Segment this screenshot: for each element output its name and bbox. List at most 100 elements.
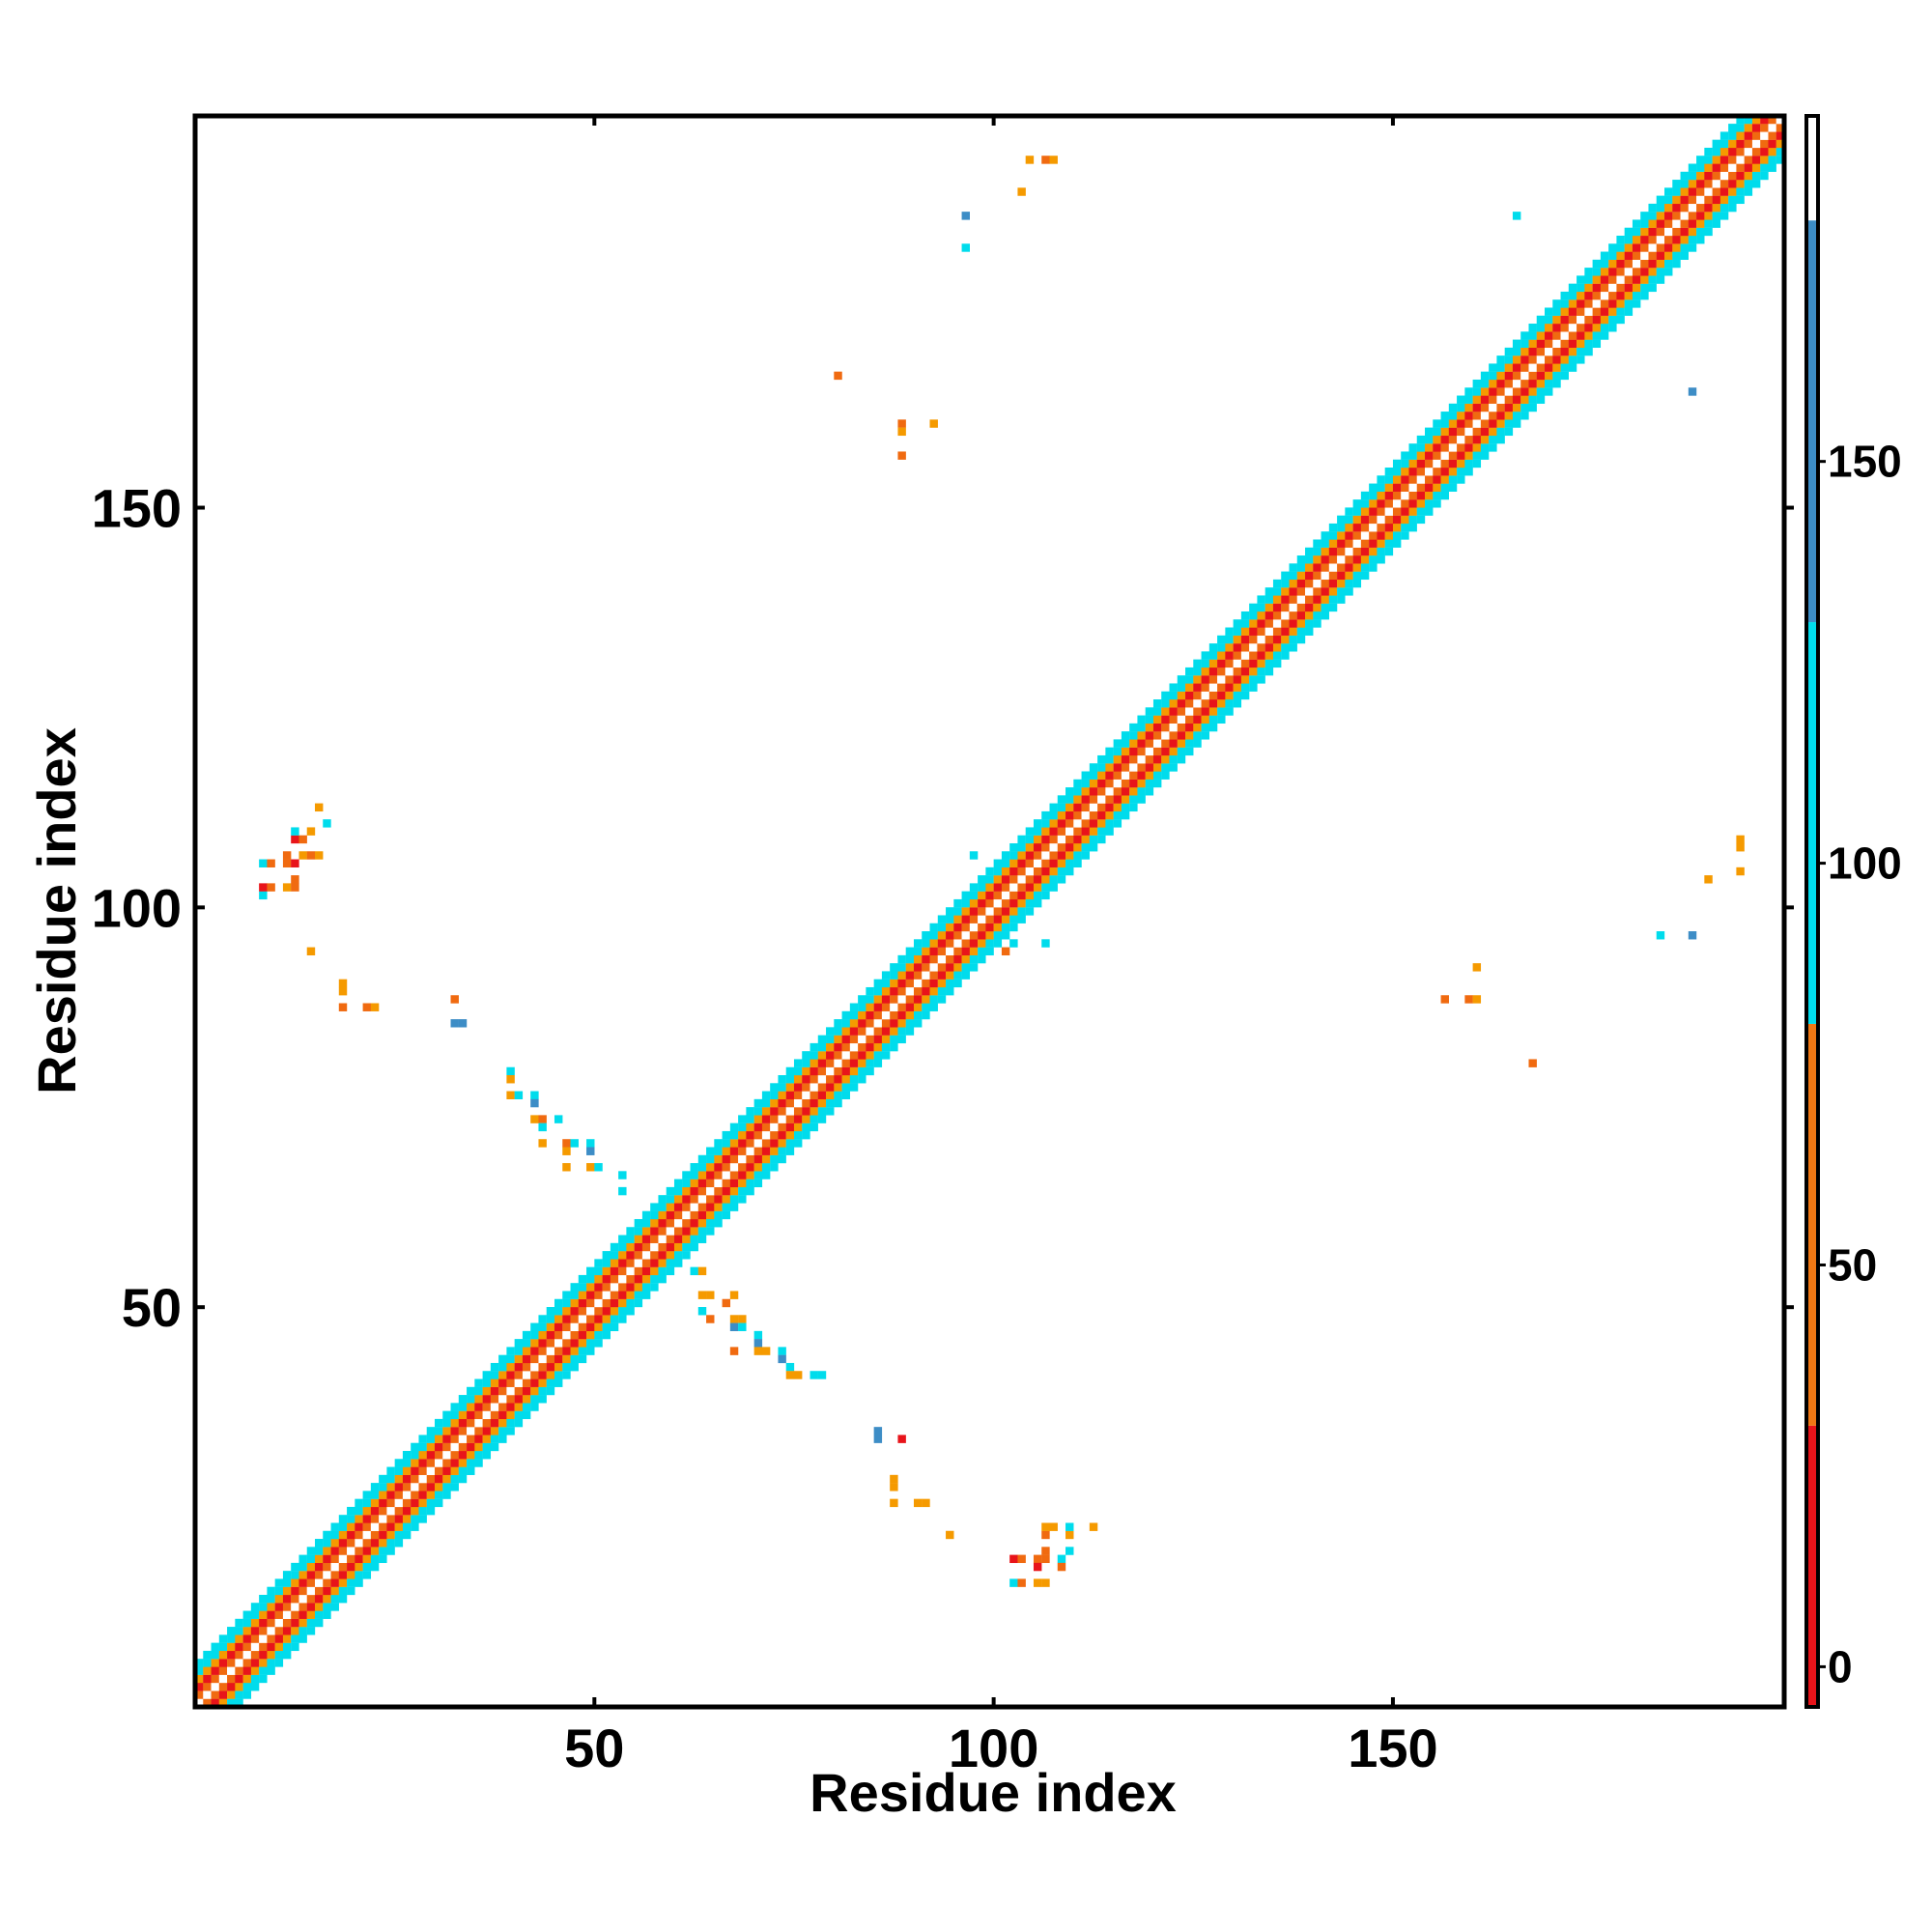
heatmap-cell xyxy=(969,907,979,916)
heatmap-cell xyxy=(1528,395,1537,404)
heatmap-cell xyxy=(1545,363,1553,372)
heatmap-cell xyxy=(1121,747,1130,756)
heatmap-cell xyxy=(1272,635,1282,644)
heatmap-cell xyxy=(1049,1522,1058,1531)
heatmap-cell xyxy=(1217,635,1226,644)
colorbar-band xyxy=(1806,116,1818,221)
heatmap-cell xyxy=(1121,795,1130,804)
heatmap-cell xyxy=(1193,667,1202,676)
heatmap-cell xyxy=(946,907,954,916)
heatmap-cell xyxy=(242,1659,252,1667)
heatmap-cell xyxy=(1328,531,1338,540)
heatmap-cell xyxy=(291,1562,299,1572)
heatmap-cell xyxy=(1680,180,1689,188)
heatmap-cell xyxy=(1041,875,1050,884)
heatmap-cell xyxy=(1105,803,1114,812)
heatmap-cell xyxy=(1552,324,1561,332)
heatmap-cell xyxy=(402,1466,412,1475)
heatmap-cell xyxy=(618,1235,627,1243)
heatmap-cell xyxy=(946,947,954,956)
heatmap-cell xyxy=(195,1659,204,1667)
heatmap-cell xyxy=(467,1442,475,1452)
heatmap-cell xyxy=(426,1427,436,1435)
heatmap-cell xyxy=(1272,651,1282,660)
heatmap-cell xyxy=(242,1674,252,1684)
heatmap-cell xyxy=(826,1098,835,1108)
heatmap-cell xyxy=(546,1378,555,1387)
heatmap-cell xyxy=(1121,763,1130,772)
heatmap-cell xyxy=(338,1003,348,1011)
heatmap-cell xyxy=(1161,771,1170,780)
heatmap-cell xyxy=(1041,810,1050,820)
heatmap-cell xyxy=(514,1410,524,1420)
heatmap-cell xyxy=(1249,635,1258,644)
heatmap-cell xyxy=(985,931,994,940)
heatmap-cell xyxy=(1233,699,1242,708)
heatmap-cell xyxy=(1009,867,1018,876)
heatmap-cell xyxy=(1105,747,1114,756)
heatmap-cell xyxy=(826,1107,835,1116)
heatmap-cell xyxy=(738,1154,747,1164)
heatmap-cell xyxy=(922,963,930,972)
heatmap-cell xyxy=(1457,475,1465,484)
heatmap-cell xyxy=(418,1435,427,1443)
heatmap-cell xyxy=(379,1483,387,1492)
heatmap-cell xyxy=(458,1403,468,1411)
heatmap-cell xyxy=(1264,587,1274,596)
heatmap-cell xyxy=(1408,515,1417,525)
heatmap-cell xyxy=(1337,515,1346,525)
heatmap-cell xyxy=(323,1554,331,1564)
heatmap-cell xyxy=(1600,275,1609,284)
heatmap-cell xyxy=(666,1195,675,1204)
heatmap-cell xyxy=(1536,339,1546,349)
heatmap-cell xyxy=(969,939,979,948)
heatmap-cell xyxy=(1097,803,1106,812)
heatmap-cell xyxy=(1656,268,1665,276)
heatmap-cell xyxy=(1464,403,1473,412)
heatmap-cell xyxy=(1360,499,1370,508)
heatmap-cell xyxy=(1624,291,1634,300)
heatmap-cell xyxy=(746,1179,754,1188)
heatmap-cell xyxy=(1289,587,1297,596)
heatmap-cell xyxy=(1208,691,1218,700)
heatmap-cell xyxy=(602,1291,611,1299)
heatmap-cell xyxy=(498,1410,507,1420)
heatmap-cell xyxy=(849,1003,859,1011)
heatmap-cell xyxy=(1584,307,1593,316)
heatmap-cell xyxy=(1656,275,1665,284)
heatmap-cell xyxy=(1257,603,1265,612)
heatmap-cell xyxy=(641,1266,651,1276)
heatmap-cell xyxy=(650,1283,659,1292)
heatmap-cell xyxy=(1129,763,1138,772)
heatmap-cell xyxy=(841,1091,850,1099)
heatmap-cell xyxy=(1719,163,1729,172)
heatmap-cell xyxy=(969,954,979,964)
heatmap-cell xyxy=(1392,507,1402,516)
heatmap-cell xyxy=(993,883,1003,892)
heatmap-cell xyxy=(817,1107,827,1116)
heatmap-cell xyxy=(1208,723,1218,732)
heatmap-cell xyxy=(1272,587,1282,596)
heatmap-cell xyxy=(1464,412,1473,420)
heatmap-cell xyxy=(785,1075,795,1084)
heatmap-cell xyxy=(961,907,970,916)
heatmap-cell xyxy=(1296,619,1306,628)
heatmap-cell xyxy=(1632,251,1641,260)
heatmap-cell xyxy=(1352,571,1362,581)
heatmap-cell xyxy=(1577,339,1585,349)
heatmap-cell xyxy=(897,427,906,437)
heatmap-cell xyxy=(1089,819,1098,828)
heatmap-cell xyxy=(1272,619,1282,628)
heatmap-cell xyxy=(913,954,923,964)
heatmap-cell xyxy=(738,1171,747,1179)
heatmap-cell xyxy=(411,1450,419,1460)
heatmap-cell xyxy=(753,1339,763,1348)
heatmap-cell xyxy=(761,1147,771,1155)
heatmap-cell xyxy=(1169,739,1178,748)
heatmap-cell xyxy=(1728,163,1737,172)
heatmap-cell xyxy=(426,1450,436,1460)
heatmap-cell xyxy=(1448,459,1458,469)
heatmap-cell xyxy=(450,1019,459,1028)
heatmap-cell xyxy=(474,1442,483,1452)
heatmap-cell xyxy=(729,1154,739,1164)
